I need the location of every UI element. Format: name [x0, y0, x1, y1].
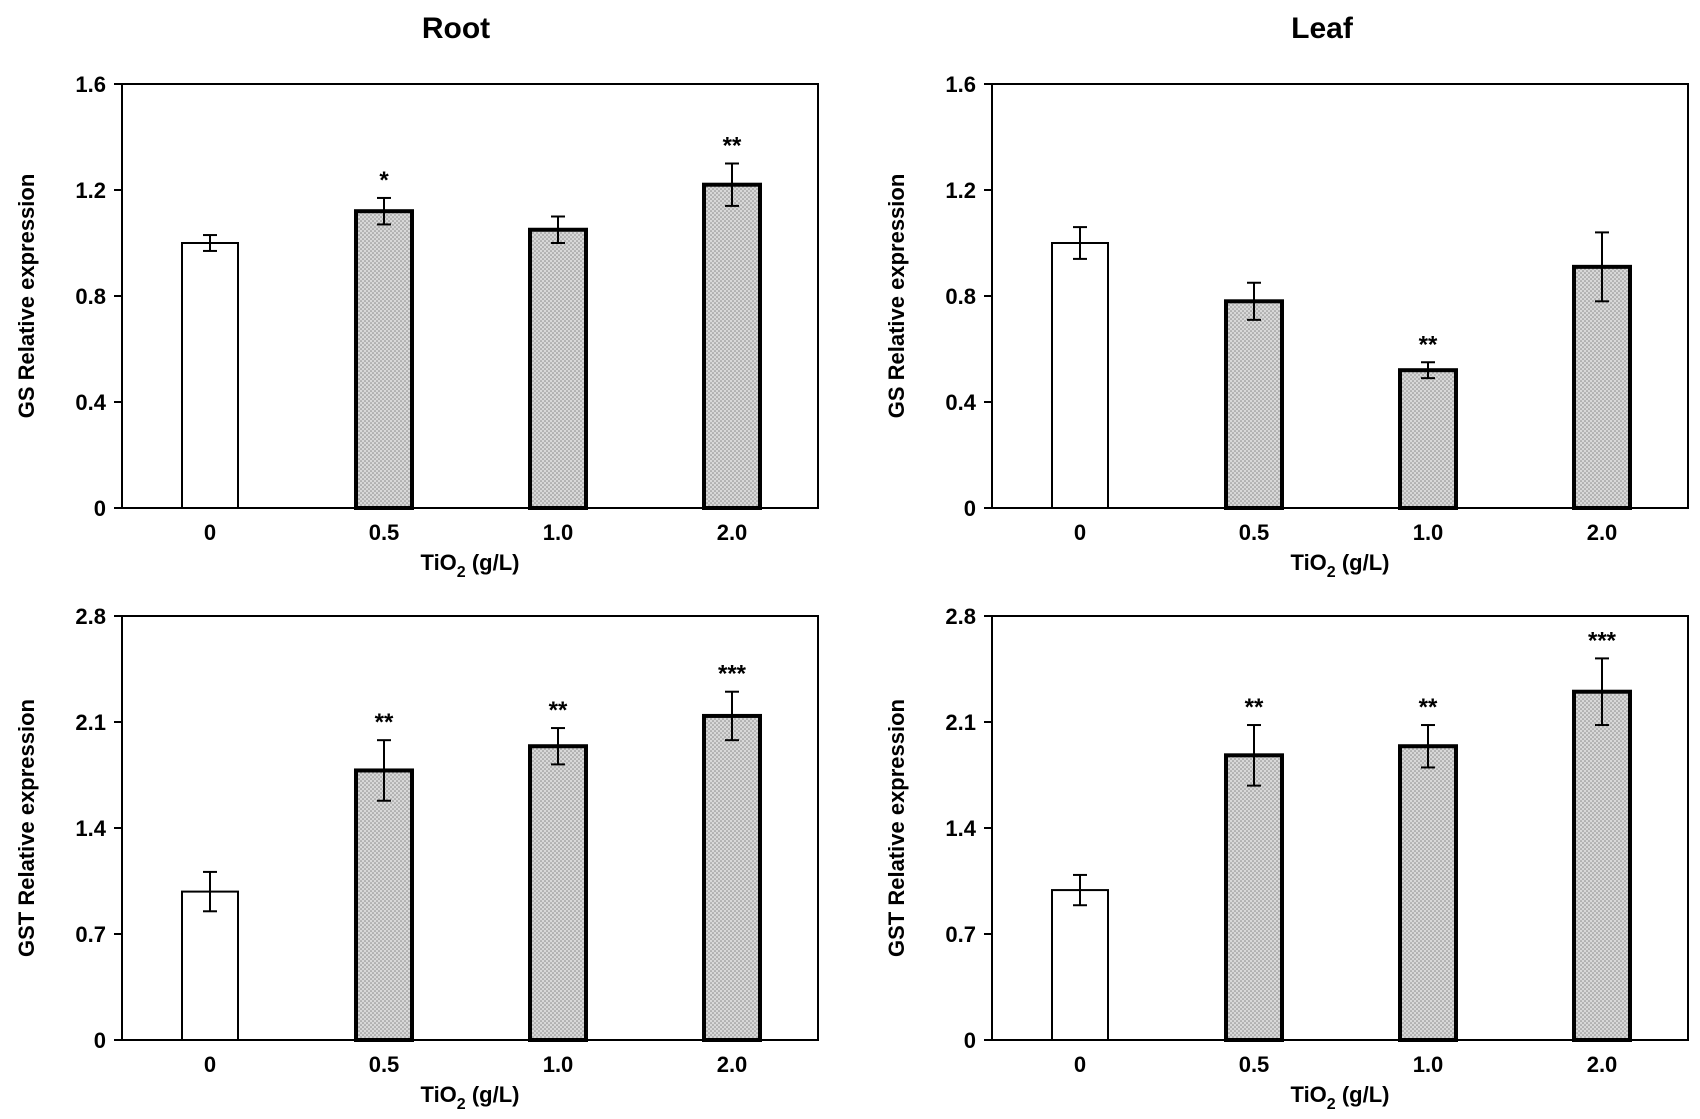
- x-tick-label: 0.5: [369, 520, 400, 545]
- y-tick-label: 1.2: [945, 178, 976, 203]
- x-axis-label-sub: 2: [457, 564, 466, 581]
- y-tick-label: 2.1: [75, 710, 106, 735]
- y-axis-label: GS Relative expression: [14, 174, 39, 419]
- x-tick-label: 1.0: [1413, 1052, 1444, 1077]
- y-tick-label: 0.8: [75, 284, 106, 309]
- significance-marker: **: [549, 697, 568, 724]
- bar-2.0: [1572, 264, 1632, 510]
- bar-1.0: [1398, 368, 1458, 511]
- x-tick-label: 2.0: [1587, 520, 1618, 545]
- chart-panel-1: 0 0.4 0.8 1.2 1.6 GS Relative expression 0 0.5 *…: [884, 72, 1689, 581]
- y-tick-label: 0: [94, 1028, 106, 1053]
- x-axis-label-sub: 2: [457, 1096, 466, 1113]
- significance-marker: **: [1419, 331, 1438, 358]
- x-tick-label: 2.0: [1587, 1052, 1618, 1077]
- y-tick-label: 1.4: [945, 816, 976, 841]
- x-tick-label: 2.0: [717, 520, 748, 545]
- x-tick-label: 0: [1074, 520, 1086, 545]
- x-tick-label: 2.0: [717, 1052, 748, 1077]
- bar-2.0: [702, 713, 762, 1042]
- bar-0: [181, 890, 239, 1041]
- significance-marker: **: [1245, 694, 1264, 721]
- bar-1.0: [528, 227, 588, 510]
- x-tick-label: 0: [204, 520, 216, 545]
- bar-0: [181, 242, 239, 509]
- y-tick-label: 0.4: [75, 390, 106, 415]
- chart-panel-3: 0 0.7 1.4 2.1 2.8 GST Relative expression 0 ** 0…: [884, 604, 1689, 1113]
- x-tick-label: 0.5: [1239, 1052, 1270, 1077]
- y-tick-label: 0: [94, 496, 106, 521]
- bar-1.0: [528, 744, 588, 1042]
- x-axis-label-unit: (g/L): [466, 1082, 520, 1107]
- y-tick-label: 1.6: [75, 72, 106, 97]
- x-tick-label: 0.5: [1239, 520, 1270, 545]
- y-tick-label: 2.8: [75, 604, 106, 629]
- significance-marker: **: [1419, 694, 1438, 721]
- significance-marker: ***: [1588, 627, 1617, 654]
- significance-marker: *: [379, 167, 389, 194]
- y-tick-label: 0.7: [75, 922, 106, 947]
- y-tick-label: 0.8: [945, 284, 976, 309]
- y-tick-label: 0.7: [945, 922, 976, 947]
- bar-0.5: [354, 768, 414, 1042]
- significance-marker: ***: [718, 661, 747, 688]
- y-tick-label: 1.4: [75, 816, 106, 841]
- chart-panel-0: 0 0.4 0.8 1.2 1.6 GS Relative expression 0 * 0.5…: [14, 72, 819, 581]
- x-axis-label-main: TiO: [1291, 1082, 1327, 1107]
- column-title-root: Root: [422, 12, 490, 45]
- chart-panel-2: 0 0.7 1.4 2.1 2.8 GST Relative expression 0 ** 0…: [14, 604, 819, 1113]
- x-axis-label-main: TiO: [421, 550, 457, 575]
- y-tick-label: 0: [964, 1028, 976, 1053]
- y-axis-label: GS Relative expression: [884, 174, 909, 419]
- bar-2.0: [702, 182, 762, 510]
- bar-0.5: [1224, 753, 1284, 1042]
- bar-0.5: [1224, 299, 1284, 510]
- y-tick-label: 1.2: [75, 178, 106, 203]
- column-title-leaf: Leaf: [1291, 12, 1354, 45]
- bar-0.5: [354, 209, 414, 510]
- y-tick-label: 2.8: [945, 604, 976, 629]
- x-axis-label-main: TiO: [421, 1082, 457, 1107]
- x-axis-label-sub: 2: [1327, 564, 1336, 581]
- bar-0: [1051, 889, 1109, 1041]
- x-axis-label-unit: (g/L): [1336, 1082, 1390, 1107]
- bar-2.0: [1572, 689, 1632, 1042]
- x-tick-label: 0: [1074, 1052, 1086, 1077]
- x-axis-label-sub: 2: [1327, 1096, 1336, 1113]
- x-tick-label: 1.0: [543, 1052, 574, 1077]
- significance-marker: **: [723, 133, 742, 160]
- x-tick-label: 1.0: [543, 520, 574, 545]
- bar-1.0: [1398, 744, 1458, 1042]
- y-axis-label: GST Relative expression: [14, 699, 39, 957]
- significance-marker: **: [375, 709, 394, 736]
- y-tick-label: 1.6: [945, 72, 976, 97]
- x-axis-label-main: TiO: [1291, 550, 1327, 575]
- y-tick-label: 2.1: [945, 710, 976, 735]
- x-axis-label: TiO2 (g/L): [421, 1082, 520, 1113]
- x-axis-label: TiO2 (g/L): [1291, 550, 1390, 581]
- y-tick-label: 0.4: [945, 390, 976, 415]
- x-axis-label: TiO2 (g/L): [421, 550, 520, 581]
- x-axis-label: TiO2 (g/L): [1291, 1082, 1390, 1113]
- x-tick-label: 1.0: [1413, 520, 1444, 545]
- x-axis-label-unit: (g/L): [1336, 550, 1390, 575]
- y-tick-label: 0: [964, 496, 976, 521]
- bar-0: [1051, 242, 1109, 509]
- x-tick-label: 0.5: [369, 1052, 400, 1077]
- x-tick-label: 0: [204, 1052, 216, 1077]
- y-axis-label: GST Relative expression: [884, 699, 909, 957]
- x-axis-label-unit: (g/L): [466, 550, 520, 575]
